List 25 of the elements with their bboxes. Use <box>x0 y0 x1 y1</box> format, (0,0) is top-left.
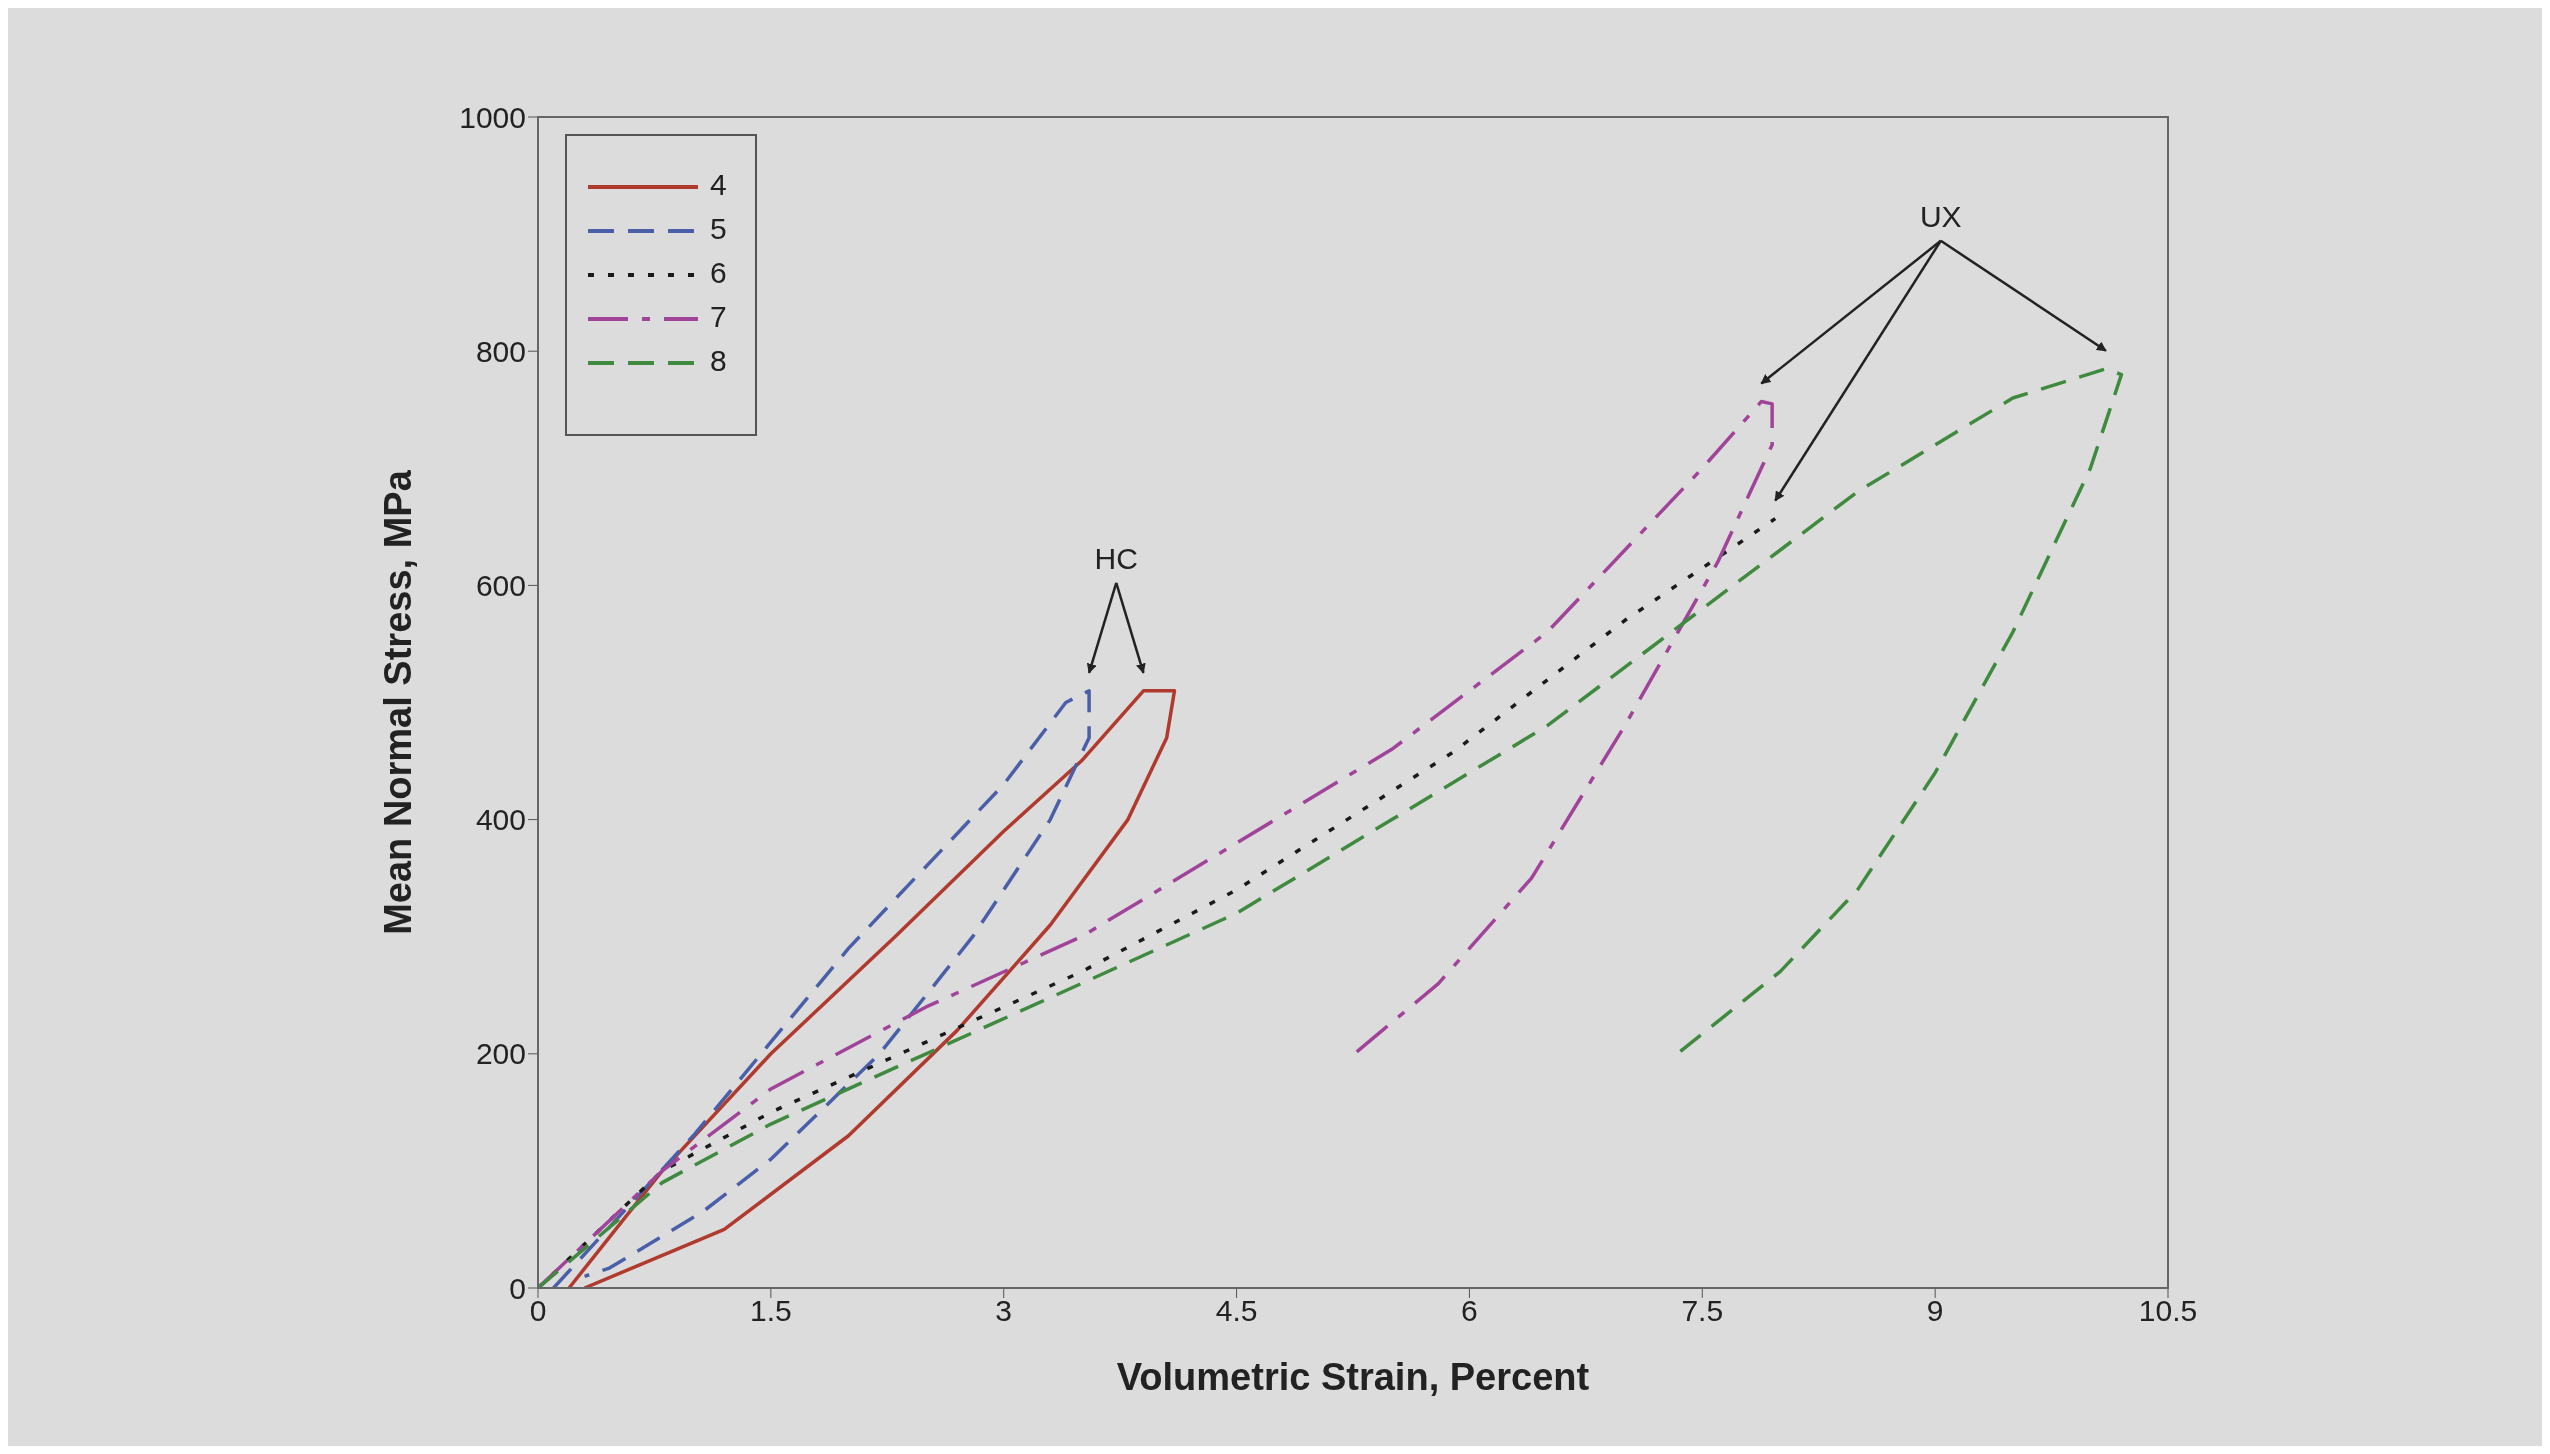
x-tick-label: 7.5 <box>1681 1294 1724 1328</box>
x-tick-label: 6 <box>1461 1294 1478 1328</box>
legend-label: 5 <box>710 211 727 245</box>
line-series <box>551 689 1091 1288</box>
y-axis-title: Mean Normal Stress, MPa <box>377 469 420 935</box>
legend-label: 7 <box>710 299 727 333</box>
x-tick-label: 10.5 <box>2138 1294 2198 1328</box>
y-tick-label: 600 <box>475 569 526 603</box>
line-series <box>567 689 1177 1288</box>
annotation: UX <box>1919 199 1962 233</box>
x-tick-label: 1.5 <box>750 1294 792 1328</box>
x-tick-label: 0 <box>529 1294 547 1328</box>
x-tick-label: 3 <box>995 1294 1013 1328</box>
y-tick-label: 400 <box>475 803 526 837</box>
x-axis-title: Volumetric Strain, Percent <box>1116 1356 1590 1398</box>
x-tick-label: 4.5 <box>1215 1294 1258 1328</box>
y-tick-label: 0 <box>509 1271 526 1305</box>
x-tick-label: 9 <box>1926 1294 1944 1328</box>
legend-label: 4 <box>710 167 727 201</box>
legend-label: 8 <box>710 343 727 377</box>
y-tick-label: 200 <box>475 1037 526 1071</box>
y-tick-label: 800 <box>475 334 526 368</box>
annotation: HC <box>1094 541 1138 575</box>
y-tick-label: 1000 <box>459 100 526 134</box>
legend-label: 6 <box>710 255 727 289</box>
